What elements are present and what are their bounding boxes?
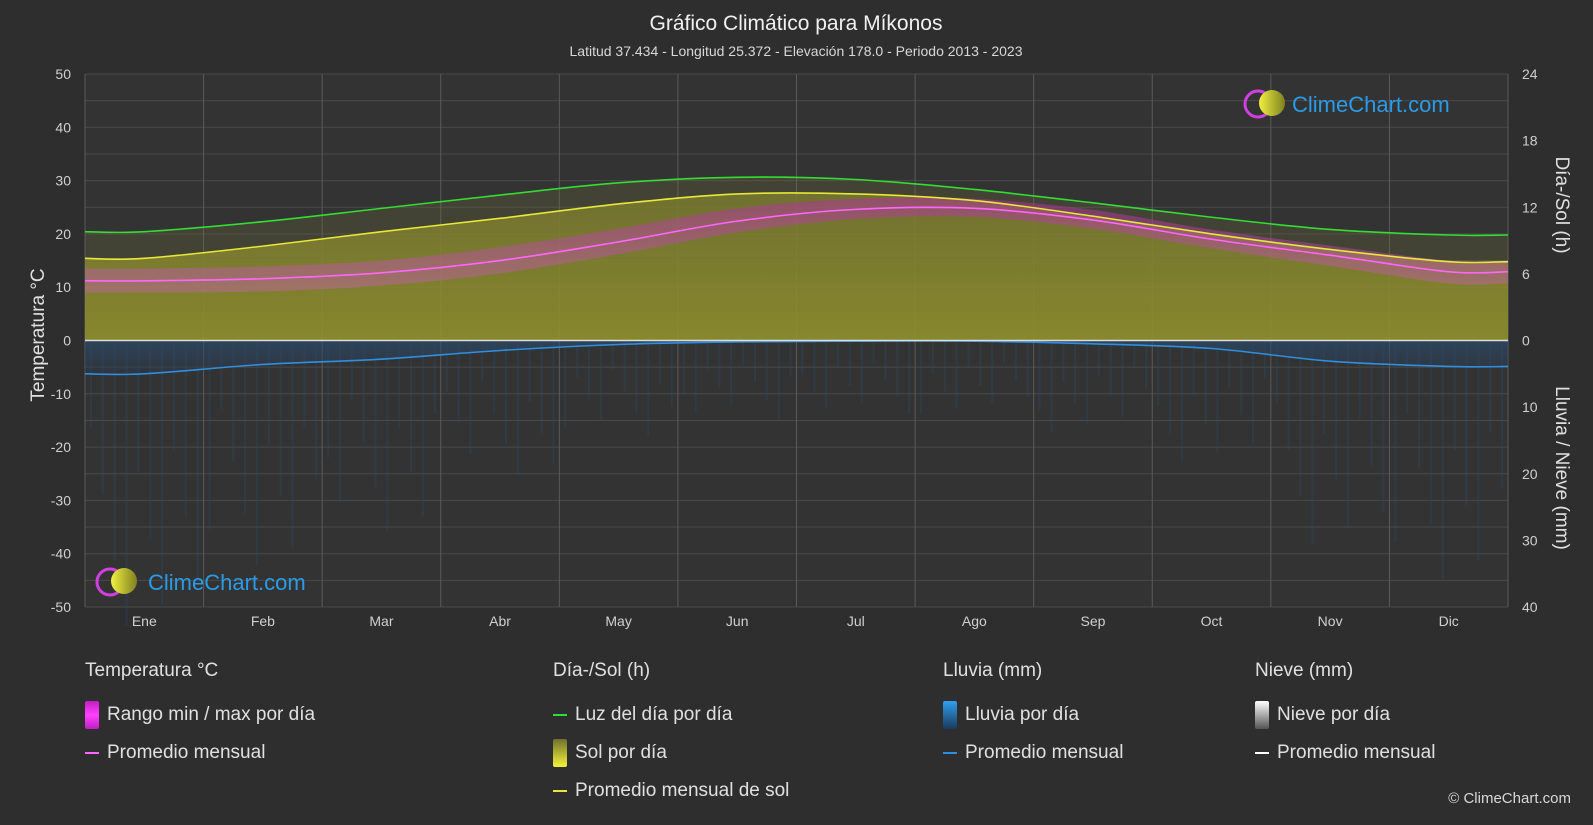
chart-title: Gráfico Climático para Míkonos [650,12,943,35]
legend-label: Nieve por día [1277,704,1391,725]
x-tick-label: May [605,613,631,629]
daylight-fill [85,177,1508,341]
legend-snow: Nieve (mm) Nieve por día Promedio mensua… [1255,660,1435,772]
legend-swatch [1255,701,1269,729]
copyright: © ClimeChart.com [1448,790,1571,807]
legend-rain: Lluvia (mm) Lluvia por día Promedio mens… [943,660,1123,772]
logo-sun-icon [111,568,137,594]
legend-item-temperature-range: Rango min / max por día [85,696,315,734]
y-left-tick-label: -40 [51,546,71,562]
y-left-tick-label: -20 [51,439,71,455]
rain-area [85,340,1508,627]
y-right-bottom-tick-label: 10 [1522,399,1538,415]
legend-item-rain-daily: Lluvia por día [943,696,1123,734]
temperature-range-fill [85,197,1508,293]
watermark-text: ClimeChart.com [1292,92,1450,117]
y-right-top-axis-label: Día-/Sol (h) [1551,156,1572,253]
x-tick-label: Ago [962,613,987,629]
x-tick-label: Mar [369,613,393,629]
temperature-avg-line [84,206,1509,282]
legend-temperature: Temperatura °C Rango min / max por día P… [85,660,315,772]
y-left-tick-label: 50 [55,66,71,82]
watermark-logo-bottom: ClimeChart.com [95,567,306,597]
legend-item-snow-avg: Promedio mensual [1255,734,1435,772]
temperature-range-band [85,197,1508,293]
y-left-tick-label: 30 [55,173,71,189]
x-tick-label: Oct [1201,613,1223,629]
y-left-tick-label: 40 [55,119,71,135]
x-tick-label: Feb [251,613,275,629]
x-tick-label: Jul [847,613,865,629]
x-tick-label: Ene [132,613,157,629]
legend-item-daylight: Luz del día por día [553,696,789,734]
x-tick-label: Dic [1439,613,1459,629]
legend-swatch [553,714,567,716]
legend-item-snow-daily: Nieve por día [1255,696,1435,734]
legend-sun: Día-/Sol (h) Luz del día por día Sol por… [553,660,789,810]
watermark-logo-top: ClimeChart.com [1243,89,1450,119]
y-left-tick-label: 10 [55,279,71,295]
legend-item-sunshine-avg: Promedio mensual de sol [553,772,789,810]
y-right-top-tick-label: 0 [1522,333,1530,349]
x-tick-label: Jun [726,613,749,629]
y-right-top-tick-label: 12 [1522,199,1538,215]
legend-label: Rango min / max por día [107,704,316,725]
y-right-bottom-tick-label: 20 [1522,466,1538,482]
legend-swatch [85,752,99,754]
legend-title: Día-/Sol (h) [553,660,651,681]
axes: 50 40 30 20 10 0 -10 -20 -30 -40 -50 24 18 12 6 0 10 20 30… [51,66,1538,629]
legend-label: Promedio mensual de sol [575,780,790,801]
x-tick-label: Sep [1080,613,1105,629]
daylight-line [84,176,1509,237]
legend-label: Lluvia por día [965,704,1080,725]
series-lines [84,176,1509,376]
chart-subtitle: Latitud 37.434 - Longitud 25.372 - Eleva… [570,43,1023,59]
y-right-bottom-tick-label: 40 [1522,599,1538,615]
legend-swatch [1255,752,1269,754]
sunshine-avg-line [84,192,1509,264]
y-left-tick-label: 0 [63,333,71,349]
y-right-top-tick-label: 18 [1522,133,1538,149]
legend-label: Promedio mensual [965,742,1124,763]
y-right-top-tick-label: 24 [1522,66,1538,82]
legend-title: Nieve (mm) [1255,660,1354,681]
x-tick-label: Abr [489,613,511,629]
y-left-axis-label: Temperatura °C [28,268,49,401]
y-right-top-tick-label: 6 [1522,266,1530,282]
watermark-text: ClimeChart.com [148,570,306,595]
rain-avg-line [84,340,1509,376]
x-tick-label: Nov [1318,613,1343,629]
legend-swatch [943,752,957,754]
legend-title: Lluvia (mm) [943,660,1043,681]
legend-title: Temperatura °C [85,660,219,681]
logo-sun-icon [1259,90,1285,116]
legend-swatch [943,701,957,729]
legend-item-temperature-avg: Promedio mensual [85,734,315,772]
y-left-tick-label: -50 [51,599,71,615]
legend-label: Luz del día por día [575,704,733,725]
legend-item-sunshine: Sol por día [553,734,789,772]
legend-label: Promedio mensual [1277,742,1436,763]
legend-swatch [553,739,567,767]
legend-item-rain-avg: Promedio mensual [943,734,1123,772]
y-left-tick-label: 20 [55,226,71,242]
y-left-tick-label: -30 [51,492,71,508]
y-left-tick-label: -10 [51,386,71,402]
y-right-bottom-axis-label: Lluvia / Nieve (mm) [1551,386,1572,550]
legend-swatch [553,790,567,792]
y-right-bottom-tick-label: 30 [1522,532,1538,548]
legend-label: Promedio mensual [107,742,266,763]
legend-swatch [85,701,99,729]
rain-fill [85,340,1508,375]
legend-label: Sol por día [575,742,667,763]
